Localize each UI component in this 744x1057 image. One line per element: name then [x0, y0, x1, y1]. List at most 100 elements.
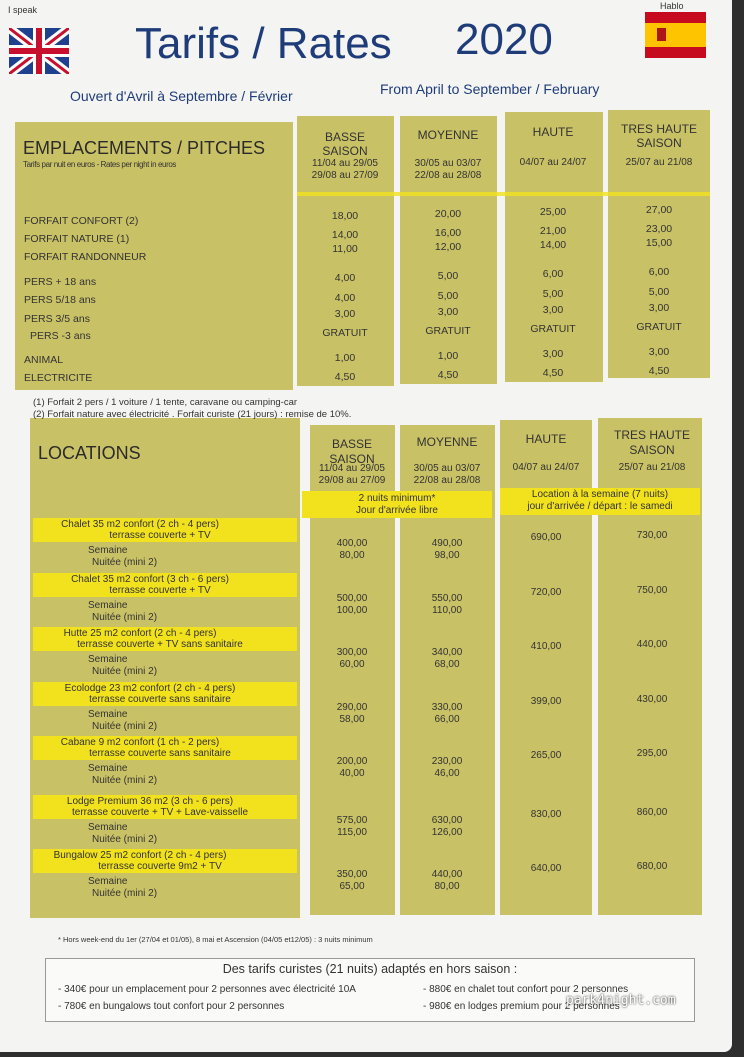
price: 5,00 [437, 270, 459, 282]
booking-note: Jour d'arrivée libre [356, 505, 438, 516]
box-item: - 980€ en lodges premium pour 2 personne… [423, 1001, 620, 1012]
uk-flag [9, 28, 69, 74]
price: 14,00 [331, 229, 359, 241]
rental-name-band [33, 849, 297, 873]
price: 66,00 [434, 713, 460, 725]
price: 18,00 [331, 210, 359, 222]
row-label: Nuitée (mini 2) [92, 557, 158, 568]
row-label: ELECTRICITE [24, 372, 93, 384]
booking-note: Location à la semaine (7 nuits) [531, 489, 669, 500]
column-header: MOYENNE [417, 128, 479, 142]
price: 25,00 [539, 206, 567, 218]
price: 4,00 [334, 272, 356, 284]
rental-name-band [33, 572, 297, 597]
date-range: 04/07 au 24/07 [512, 462, 580, 473]
column-header: TRES HAUTE SAISON [613, 428, 690, 457]
box-item: - 340€ pour un emplacement pour 2 person… [58, 984, 356, 995]
rental-name-band [33, 681, 297, 706]
price: 1,00 [334, 352, 356, 364]
price: 630,00 [431, 814, 463, 826]
price: 399,00 [530, 695, 562, 707]
rental-name: terrasse couverte 9m2 + TV [98, 861, 222, 872]
price: 80,00 [434, 881, 460, 892]
price: 340,00 [431, 647, 463, 658]
curistes-box [45, 958, 695, 1022]
rental-name: Cabane 9 m2 confort (1 ch - 2 pers) [60, 737, 220, 748]
price: 65,00 [339, 881, 365, 892]
column-header: HAUTE [525, 432, 567, 446]
price: GRATUIT [530, 323, 576, 335]
rental-name: Lodge Premium 36 m2 (3 ch - 6 pers) [66, 795, 234, 807]
price: 3,00 [648, 302, 670, 314]
price: 3,00 [334, 308, 356, 320]
rental-name: Hutte 25 m2 confort (2 ch - 4 pers) [63, 628, 217, 639]
price: 330,00 [431, 701, 463, 713]
rental-name-band [33, 736, 297, 760]
section-title: EMPLACEMENTS / PITCHES [23, 138, 266, 158]
row-label: Nuitée (mini 2) [92, 666, 158, 677]
row-label: Semaine [88, 876, 128, 887]
row-label: Nuitée (mini 2) [92, 833, 158, 845]
column-panel [297, 116, 394, 386]
highlight-line [297, 192, 710, 196]
price: 16,00 [434, 227, 462, 239]
price: 40,00 [339, 768, 365, 779]
spain-flag [645, 12, 706, 58]
footnote: * Hors week-end du 1er (27/04 et 01/05),… [58, 935, 373, 944]
price: 440,00 [636, 639, 668, 650]
row-label: PERS -3 ans [30, 330, 91, 342]
price: 3,00 [648, 346, 670, 358]
price: 730,00 [636, 530, 668, 541]
price: 290,00 [336, 701, 368, 713]
watermark: park4night.com [566, 993, 676, 1008]
box-title: Des tarifs curistes (21 nuits) adaptés e… [222, 962, 518, 976]
price: 575,00 [336, 814, 368, 826]
price: 4,50 [334, 371, 356, 383]
rental-name: terrasse couverte + TV [109, 530, 211, 541]
rental-name: Chalet 35 m2 confort (2 ch - 4 pers) [61, 519, 219, 530]
price: 46,00 [434, 768, 460, 779]
title: Tarifs / Rates [135, 19, 392, 68]
price: 5,00 [542, 288, 564, 300]
price: 58,00 [339, 713, 365, 725]
price: 550,00 [431, 592, 463, 604]
price: 80,00 [339, 550, 365, 561]
locations-label-panel [30, 418, 300, 918]
row-label: Semaine [88, 599, 128, 611]
title-year: 2020 [455, 15, 553, 64]
price: 60,00 [339, 659, 365, 670]
price: 5,00 [648, 286, 670, 298]
column-header: BASSE SAISON [322, 130, 368, 158]
price: 110,00 [432, 604, 462, 616]
date-range: 04/07 au 24/07 [519, 157, 587, 168]
price: 23,00 [645, 223, 673, 235]
price: 6,00 [542, 268, 564, 280]
box-item: - 780€ en bungalows tout confort pour 2 … [58, 1001, 285, 1012]
price: 115,00 [337, 826, 367, 838]
rental-name: terrasse couverte + TV + Lave-vaisselle [71, 806, 249, 818]
row-label: Semaine [88, 654, 128, 665]
rental-name-band [33, 627, 297, 651]
date-range: 29/08 au 27/09 [318, 475, 386, 486]
row-label: Semaine [88, 545, 128, 556]
note: (1) Forfait 2 pers / 1 voiture / 1 tente… [33, 397, 298, 408]
row-label: Nuitée (mini 2) [92, 720, 158, 732]
price: 690,00 [530, 532, 562, 543]
row-label: Nuitée (mini 2) [92, 888, 158, 899]
price: 4,50 [648, 365, 670, 377]
date-range: 29/08 au 27/09 [311, 170, 379, 181]
price: 100,00 [336, 604, 368, 616]
price: 98,00 [434, 550, 460, 561]
column-header: TRES HAUTE SAISON [620, 122, 697, 150]
price: 680,00 [636, 861, 668, 872]
row-label: PERS 5/18 ans [24, 294, 96, 306]
date-range: 25/07 au 21/08 [618, 462, 686, 473]
rental-name-band [33, 794, 297, 819]
price: 27,00 [645, 204, 673, 216]
column-header: BASSE SAISON [329, 437, 375, 466]
price: 3,00 [542, 304, 564, 316]
price: 860,00 [636, 806, 668, 818]
price: 6,00 [648, 266, 670, 278]
column-panel [505, 112, 603, 382]
price: 300,00 [336, 647, 368, 658]
